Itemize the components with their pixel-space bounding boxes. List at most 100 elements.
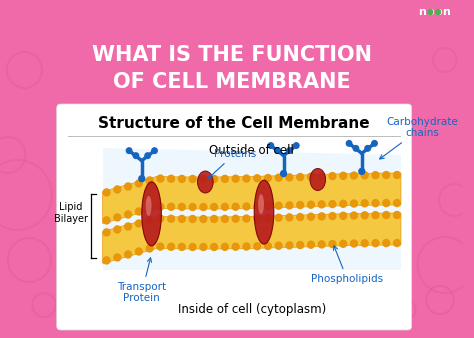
Text: o: o bbox=[434, 7, 442, 17]
Circle shape bbox=[275, 242, 282, 249]
Circle shape bbox=[168, 175, 174, 182]
Circle shape bbox=[178, 243, 185, 250]
Circle shape bbox=[103, 189, 110, 196]
Circle shape bbox=[329, 241, 336, 247]
Circle shape bbox=[232, 243, 239, 250]
Circle shape bbox=[146, 245, 153, 252]
Circle shape bbox=[264, 174, 271, 182]
Circle shape bbox=[436, 9, 440, 15]
Circle shape bbox=[318, 241, 325, 248]
Circle shape bbox=[254, 175, 261, 182]
Circle shape bbox=[383, 240, 390, 246]
Circle shape bbox=[361, 172, 368, 179]
Circle shape bbox=[365, 146, 370, 151]
Circle shape bbox=[103, 257, 110, 264]
Circle shape bbox=[232, 203, 239, 210]
Circle shape bbox=[275, 214, 282, 221]
FancyBboxPatch shape bbox=[57, 104, 411, 330]
Circle shape bbox=[211, 215, 218, 222]
Circle shape bbox=[157, 243, 164, 250]
Circle shape bbox=[189, 175, 196, 183]
Circle shape bbox=[340, 212, 346, 219]
Circle shape bbox=[340, 172, 346, 179]
Ellipse shape bbox=[146, 196, 152, 216]
Circle shape bbox=[297, 214, 304, 220]
Circle shape bbox=[221, 175, 228, 183]
Circle shape bbox=[275, 148, 281, 153]
Circle shape bbox=[308, 201, 314, 208]
Circle shape bbox=[243, 203, 250, 210]
Circle shape bbox=[318, 173, 325, 180]
Circle shape bbox=[268, 143, 273, 148]
Circle shape bbox=[221, 203, 228, 210]
Circle shape bbox=[125, 211, 131, 218]
Circle shape bbox=[383, 172, 390, 178]
Circle shape bbox=[297, 242, 304, 248]
Circle shape bbox=[232, 175, 239, 182]
Text: Proteins: Proteins bbox=[208, 149, 256, 178]
Circle shape bbox=[103, 217, 110, 224]
Circle shape bbox=[200, 175, 207, 183]
Ellipse shape bbox=[254, 180, 274, 244]
Circle shape bbox=[200, 243, 207, 250]
Circle shape bbox=[372, 141, 377, 146]
Circle shape bbox=[383, 212, 390, 219]
Circle shape bbox=[133, 153, 139, 159]
Circle shape bbox=[114, 226, 121, 233]
Circle shape bbox=[146, 177, 153, 184]
Circle shape bbox=[168, 215, 174, 222]
Circle shape bbox=[125, 251, 131, 258]
Circle shape bbox=[428, 9, 433, 15]
Text: Outside of cell: Outside of cell bbox=[210, 144, 294, 156]
Text: Lipid
Bilayer: Lipid Bilayer bbox=[54, 202, 88, 224]
Circle shape bbox=[103, 229, 110, 236]
Text: Inside of cell (cytoplasm): Inside of cell (cytoplasm) bbox=[178, 304, 326, 316]
Circle shape bbox=[340, 200, 346, 207]
Circle shape bbox=[211, 175, 218, 183]
Circle shape bbox=[351, 200, 357, 207]
Circle shape bbox=[243, 175, 250, 182]
Circle shape bbox=[139, 176, 145, 182]
Circle shape bbox=[200, 203, 207, 211]
Text: n: n bbox=[419, 7, 426, 17]
Circle shape bbox=[114, 254, 121, 261]
Circle shape bbox=[200, 216, 207, 222]
Circle shape bbox=[393, 199, 401, 207]
Circle shape bbox=[114, 214, 121, 221]
Circle shape bbox=[157, 175, 164, 182]
Circle shape bbox=[372, 172, 379, 179]
Circle shape bbox=[275, 202, 282, 209]
Circle shape bbox=[353, 146, 359, 151]
Circle shape bbox=[189, 243, 196, 250]
Ellipse shape bbox=[198, 171, 213, 193]
Circle shape bbox=[329, 173, 336, 179]
Ellipse shape bbox=[310, 168, 326, 191]
Circle shape bbox=[372, 240, 379, 247]
Text: o: o bbox=[427, 7, 434, 17]
Circle shape bbox=[211, 203, 218, 211]
Circle shape bbox=[287, 148, 292, 153]
Circle shape bbox=[361, 200, 368, 207]
Circle shape bbox=[359, 168, 365, 174]
Circle shape bbox=[346, 141, 352, 146]
Circle shape bbox=[243, 243, 250, 250]
Circle shape bbox=[308, 213, 314, 220]
Circle shape bbox=[383, 199, 390, 207]
Circle shape bbox=[211, 243, 218, 250]
Circle shape bbox=[393, 212, 401, 218]
Circle shape bbox=[329, 200, 336, 208]
Circle shape bbox=[393, 240, 401, 246]
Circle shape bbox=[293, 143, 299, 148]
Circle shape bbox=[178, 203, 185, 210]
Ellipse shape bbox=[142, 182, 161, 246]
Circle shape bbox=[286, 214, 293, 221]
Text: n: n bbox=[442, 7, 450, 17]
Polygon shape bbox=[103, 173, 401, 223]
Polygon shape bbox=[103, 213, 401, 264]
Circle shape bbox=[297, 173, 304, 180]
Circle shape bbox=[157, 203, 164, 210]
Circle shape bbox=[152, 148, 157, 153]
Circle shape bbox=[136, 248, 142, 255]
Circle shape bbox=[189, 216, 196, 222]
Text: Phospholipids: Phospholipids bbox=[311, 246, 383, 284]
